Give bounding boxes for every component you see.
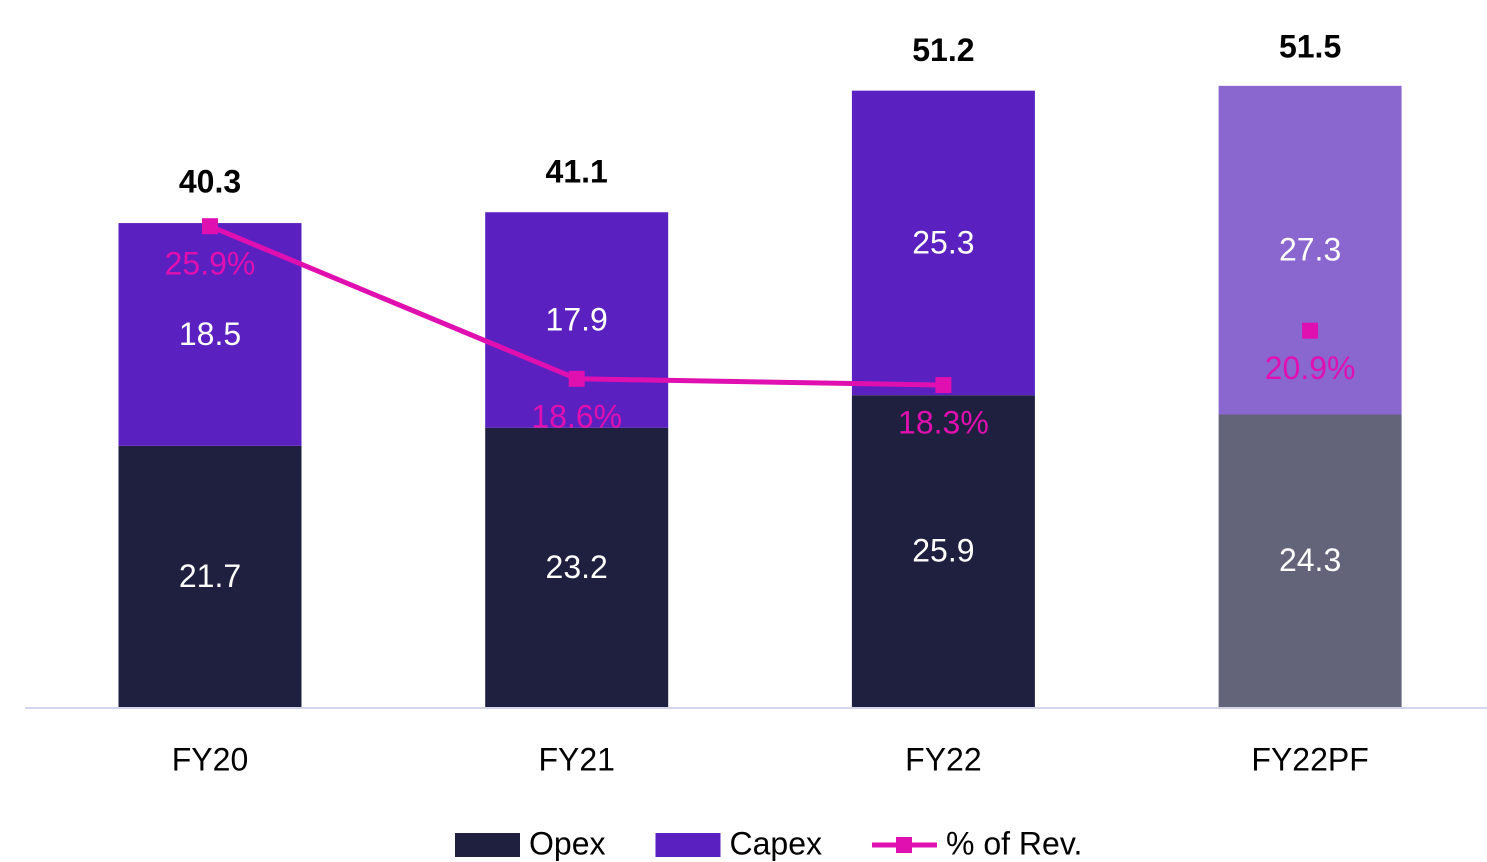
total-label: 40.3 xyxy=(179,163,241,199)
x-tick-label: FY20 xyxy=(172,741,248,777)
bar-segment xyxy=(118,223,302,446)
legend-swatch xyxy=(655,833,721,857)
line-marker xyxy=(568,370,585,387)
segment-label: 21.7 xyxy=(179,558,241,594)
bar-segment xyxy=(1218,85,1402,415)
bar-segment xyxy=(851,395,1035,707)
legend-swatch xyxy=(455,833,520,857)
total-label: 51.2 xyxy=(912,32,974,68)
segment-label: 23.2 xyxy=(546,549,608,585)
total-label: 51.5 xyxy=(1279,28,1341,64)
line-label: 25.9% xyxy=(165,246,256,282)
line-marker xyxy=(202,218,218,235)
line-marker xyxy=(1302,322,1319,339)
line-label: 18.3% xyxy=(898,405,989,441)
segment-label: 27.3 xyxy=(1279,232,1341,268)
segment-label: 25.9 xyxy=(912,533,974,569)
bar-segment xyxy=(485,427,669,707)
bar-segment xyxy=(1218,414,1402,707)
segment-label: 17.9 xyxy=(546,301,608,337)
line-label: 18.6% xyxy=(531,398,622,434)
x-tick-label: FY22PF xyxy=(1251,741,1368,777)
bar-segment xyxy=(118,445,302,707)
line-marker xyxy=(935,377,952,394)
x-tick-label: FY22 xyxy=(905,741,981,777)
segment-label: 18.5 xyxy=(179,316,241,352)
bar-segment xyxy=(485,212,669,428)
segment-label: 25.3 xyxy=(912,224,974,260)
legend-label: % of Rev. xyxy=(946,825,1082,861)
total-label: 41.1 xyxy=(546,154,608,190)
line-segment xyxy=(209,223,578,382)
segment-label: 24.3 xyxy=(1279,542,1341,578)
legend-label: Opex xyxy=(529,825,605,861)
line-label: 20.9% xyxy=(1265,350,1356,386)
legend-label: Capex xyxy=(729,825,822,861)
bar-segment xyxy=(851,90,1035,396)
legend-marker xyxy=(895,837,912,853)
x-tick-label: FY21 xyxy=(538,741,614,777)
line-segment xyxy=(576,376,944,388)
